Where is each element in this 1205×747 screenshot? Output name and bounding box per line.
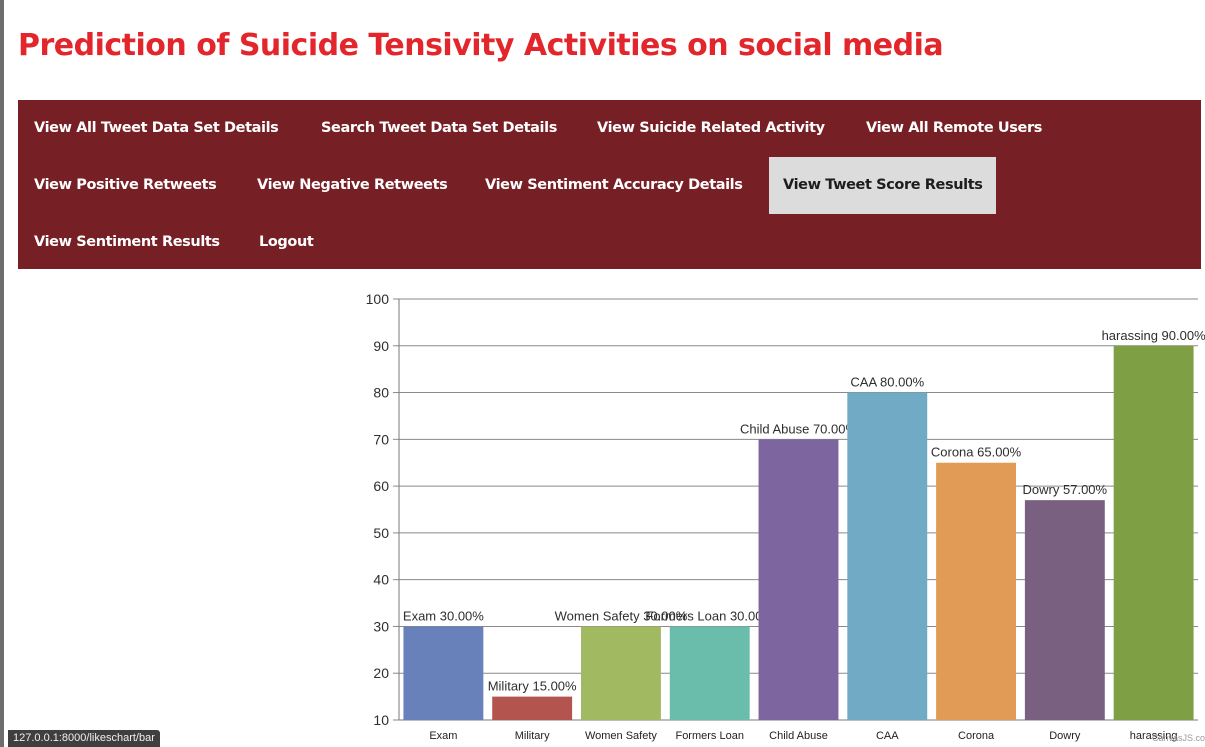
- y-tick-label: 50: [373, 525, 389, 541]
- data-label: Military 15.00%: [488, 679, 577, 694]
- menu-item-view-all-tweet-data-set-details[interactable]: View All Tweet Data Set Details: [34, 120, 279, 136]
- bar-exam: [403, 626, 484, 720]
- data-label: Child Abuse 70.00%: [740, 421, 858, 436]
- bar-caa: [847, 392, 928, 720]
- bar-women-safety: [580, 626, 661, 720]
- x-tick-label: Exam: [429, 730, 457, 742]
- left-border: [0, 0, 4, 747]
- y-tick-label: 40: [373, 572, 389, 588]
- y-tick-label: 30: [373, 618, 389, 634]
- menu-row-3: View Sentiment Results Logout: [18, 214, 1201, 271]
- data-label: Women Safety 30.00%: [555, 608, 688, 623]
- menu-item-view-sentiment-accuracy-details[interactable]: View Sentiment Accuracy Details: [485, 177, 743, 193]
- y-tick-label: 80: [373, 385, 389, 401]
- menu-item-logout[interactable]: Logout: [259, 234, 314, 250]
- menu-item-view-negative-retweets[interactable]: View Negative Retweets: [257, 177, 448, 193]
- data-label: Dowry 57.00%: [1023, 482, 1108, 497]
- bar-military: [492, 696, 573, 720]
- status-bar-url: 127.0.0.1:8000/likeschart/bar: [8, 730, 160, 747]
- y-tick-label: 60: [373, 478, 389, 494]
- menu-item-view-positive-retweets[interactable]: View Positive Retweets: [34, 177, 217, 193]
- y-tick-label: 100: [366, 291, 390, 307]
- y-tick-label: 90: [373, 338, 389, 354]
- page-title: Prediction of Suicide Tensivity Activiti…: [18, 28, 944, 63]
- menu-item-view-all-remote-users[interactable]: View All Remote Users: [866, 120, 1042, 136]
- bar-harassing: [1113, 345, 1194, 720]
- data-label: Formers Loan 30.00%: [645, 608, 774, 623]
- menu-row-2: View Positive Retweets View Negative Ret…: [18, 157, 1201, 214]
- data-label: Corona 65.00%: [931, 445, 1022, 460]
- x-tick-label: Child Abuse: [769, 730, 828, 742]
- data-label: Exam 30.00%: [403, 608, 484, 623]
- x-tick-label: Women Safety: [585, 730, 657, 742]
- data-label: harassing 90.00%: [1102, 328, 1205, 343]
- chart-credit: CanvasJS.com: [1152, 733, 1205, 743]
- data-label: CAA 80.00%: [850, 375, 924, 390]
- main-menu: View All Tweet Data Set Details Search T…: [18, 100, 1201, 269]
- y-tick-label: 10: [373, 712, 389, 728]
- bar-corona: [936, 462, 1017, 720]
- x-tick-label: Military: [515, 730, 550, 742]
- menu-item-view-tweet-score-results[interactable]: View Tweet Score Results: [769, 157, 997, 214]
- y-tick-label: 70: [373, 431, 389, 447]
- menu-row-1: View All Tweet Data Set Details Search T…: [18, 100, 1201, 157]
- x-tick-label: Formers Loan: [675, 730, 743, 742]
- y-tick-label: 20: [373, 665, 389, 681]
- x-tick-label: Dowry: [1049, 730, 1081, 742]
- bar-dowry: [1024, 500, 1105, 720]
- menu-item-search-tweet-data-set-details[interactable]: Search Tweet Data Set Details: [321, 120, 557, 136]
- menu-item-view-suicide-related-activity[interactable]: View Suicide Related Activity: [597, 120, 825, 136]
- menu-item-view-sentiment-results[interactable]: View Sentiment Results: [34, 234, 220, 250]
- bar-child-abuse: [758, 439, 839, 720]
- bar-formers-loan: [669, 626, 750, 720]
- x-tick-label: Corona: [958, 730, 995, 742]
- x-tick-label: CAA: [876, 730, 899, 742]
